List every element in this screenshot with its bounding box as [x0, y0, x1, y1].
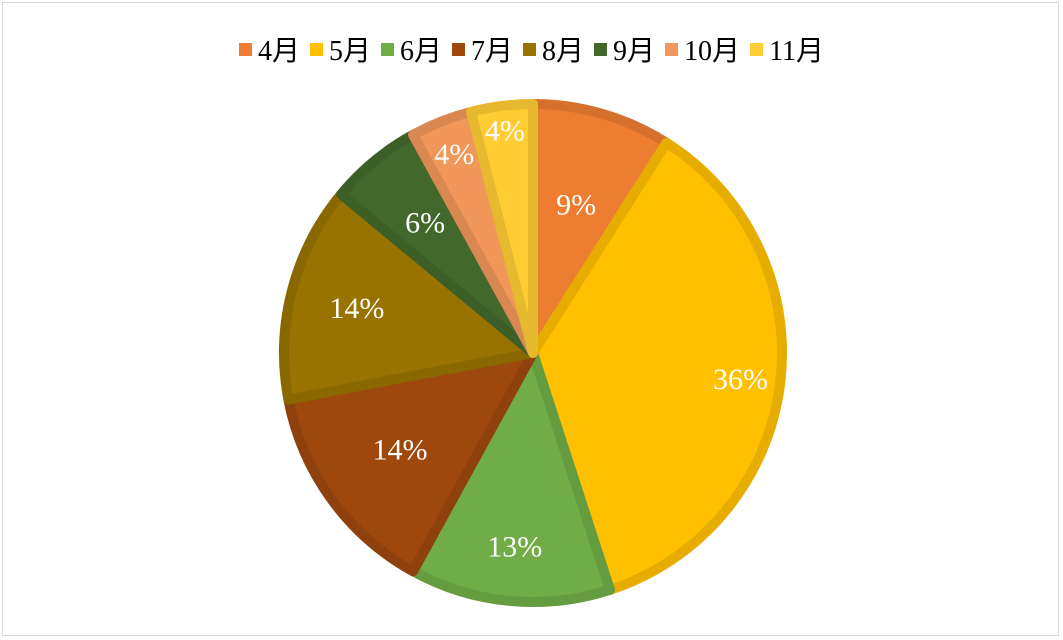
slice-data-label: 4% [485, 115, 525, 148]
legend-label: 5月 [328, 36, 371, 67]
legend-swatch [523, 42, 537, 56]
legend-swatch [594, 42, 608, 56]
legend-swatch [380, 42, 394, 56]
legend-swatch [750, 42, 764, 56]
legend-swatch [309, 42, 323, 56]
pie-slice [528, 137, 787, 595]
legend-label: 6月 [399, 36, 442, 67]
pie-slice [283, 348, 538, 577]
legend-label: 8月 [542, 36, 585, 67]
legend-item: 10月 [665, 29, 740, 69]
legend-item: 7月 [452, 29, 513, 69]
slice-data-label: 6% [405, 207, 445, 240]
pie-labels: 9% 36% 13% 14% 14% 6% 4% 4% [329, 115, 768, 564]
legend-item: 9月 [594, 29, 655, 69]
slice-data-label: 36% [713, 363, 768, 396]
slice-data-label: 9% [556, 189, 596, 222]
legend-swatch [238, 42, 252, 56]
legend-item: 4月 [238, 29, 300, 69]
slice-data-label: 13% [487, 530, 542, 563]
legend-item: 11月 [750, 29, 824, 69]
chart-legend: 4月 5月 6月 7月 8月 9月 10月 11月 [0, 24, 1063, 74]
pie-slice [466, 99, 538, 358]
legend-swatch [452, 42, 465, 56]
legend-label: 10月 [684, 36, 741, 67]
legend-label: 4月 [257, 36, 300, 67]
legend-item: 8月 [523, 29, 584, 69]
pie-slice [528, 99, 672, 358]
legend-item: 5月 [309, 29, 371, 69]
pie-slice [408, 348, 615, 607]
slice-data-label: 4% [434, 138, 474, 171]
slice-data-label: 14% [373, 434, 428, 467]
legend-label: 7月 [471, 36, 514, 67]
slice-data-label: 14% [329, 292, 384, 325]
legend-swatch [665, 42, 679, 56]
legend-item: 6月 [380, 29, 442, 69]
legend-label: 9月 [613, 36, 656, 67]
pie-slice [279, 189, 538, 405]
legend-label: 11月 [769, 36, 825, 67]
pie-slices [279, 99, 787, 607]
